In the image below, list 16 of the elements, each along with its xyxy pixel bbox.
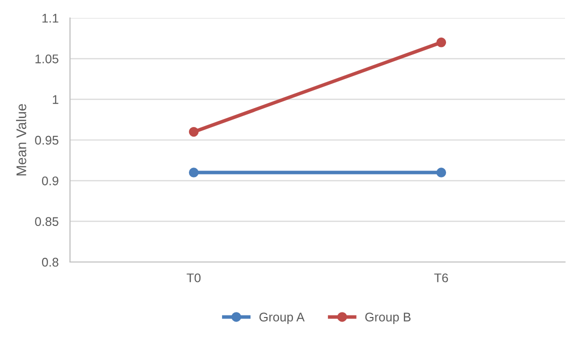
point	[436, 38, 446, 48]
y-tick-label: 1.05	[36, 54, 58, 64]
y-tick-label: 1	[52, 95, 58, 104]
point	[188, 168, 199, 178]
y-tick-label: 0.8	[42, 258, 58, 267]
y-axis-title: Mean Value	[16, 104, 26, 176]
point	[436, 168, 446, 178]
y-tick-label: 0.85	[35, 217, 58, 226]
x-tick-label: T6	[434, 273, 448, 282]
y-tick-label: 1.1	[42, 14, 58, 23]
point	[188, 127, 199, 137]
x-tick-label: T0	[186, 273, 201, 282]
y-tick-label: 0.9	[42, 176, 58, 186]
y-tick-label: 0.95	[35, 136, 58, 145]
legend-label: Group B	[365, 312, 411, 324]
legend-label: Group A	[259, 312, 305, 324]
